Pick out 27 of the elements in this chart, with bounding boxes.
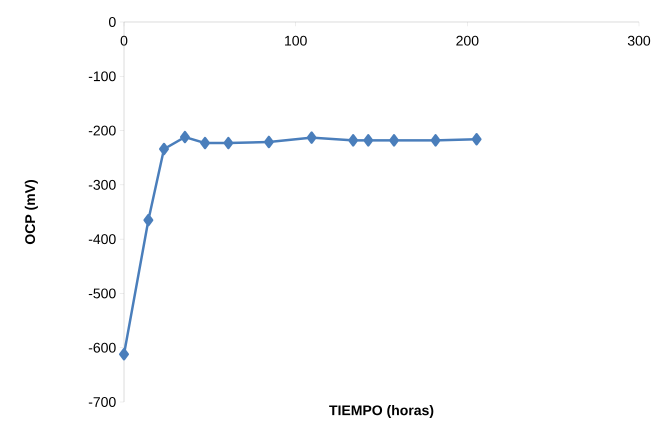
- point: [159, 142, 169, 156]
- point: [363, 134, 374, 147]
- x-axis-title: TIEMPO (horas): [329, 404, 434, 418]
- point: [143, 214, 154, 226]
- point: [264, 136, 274, 148]
- x-tick-label: 200: [456, 36, 478, 46]
- y-tick-label: -400: [88, 234, 116, 244]
- point: [430, 134, 441, 147]
- y-tick-label: 0: [108, 17, 116, 27]
- point: [180, 130, 190, 144]
- x-tick-label: 100: [285, 36, 307, 46]
- y-tick-label: -100: [88, 71, 116, 82]
- y-axis-title: OCP (mV): [24, 180, 38, 244]
- y-tick-label: -700: [88, 397, 116, 407]
- y-tick-label: -500: [88, 288, 116, 298]
- point: [200, 136, 210, 150]
- point: [306, 131, 317, 144]
- x-tick-label: 300: [628, 36, 650, 46]
- point: [348, 134, 358, 147]
- point: [223, 136, 234, 150]
- point: [389, 134, 400, 147]
- point: [472, 133, 482, 146]
- y-tick-label: -300: [88, 180, 116, 190]
- y-tick-label: -200: [88, 126, 116, 136]
- y-tick-label: -600: [88, 342, 116, 353]
- x-tick-label: 0: [120, 36, 128, 46]
- point: [119, 348, 129, 360]
